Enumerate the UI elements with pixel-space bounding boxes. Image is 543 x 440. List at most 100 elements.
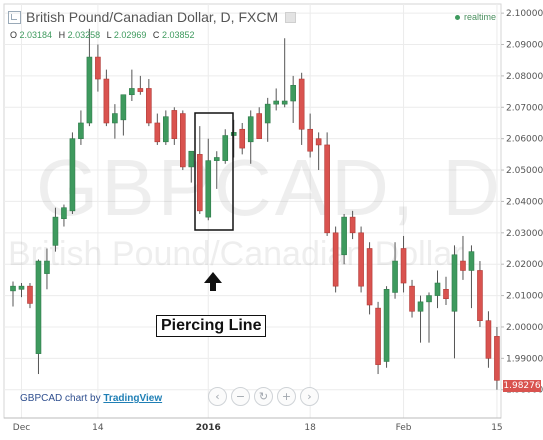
zoom-in-button[interactable]: + xyxy=(277,387,296,406)
x-tick-label: Feb xyxy=(396,423,412,433)
candle-body xyxy=(154,122,161,143)
scroll-right-button[interactable]: › xyxy=(300,387,319,406)
candle xyxy=(341,213,347,265)
candle-body xyxy=(129,88,135,96)
candle-body xyxy=(95,56,101,80)
candle xyxy=(222,129,229,164)
candle-body xyxy=(120,94,127,121)
candle xyxy=(137,75,144,95)
grid xyxy=(3,3,502,419)
candle xyxy=(383,286,390,368)
candle xyxy=(196,126,203,214)
x-tick-label: 15 xyxy=(491,423,502,433)
watermark-symbol: GBPCAD, D xyxy=(36,143,504,232)
candle-body xyxy=(35,260,42,354)
y-tick-label: 2.08000 xyxy=(506,72,543,82)
candle xyxy=(281,38,288,108)
high-label: H xyxy=(58,30,66,40)
symbol-title: British Pound/Canadian Dollar, D, FXCM xyxy=(26,9,279,25)
y-tick-label: 2.04000 xyxy=(506,197,543,207)
candle xyxy=(477,261,483,327)
candle-body xyxy=(281,100,288,105)
candle xyxy=(324,132,330,236)
candle xyxy=(264,97,271,142)
candle-body xyxy=(86,56,93,124)
candle xyxy=(485,311,492,368)
candle-body xyxy=(451,254,458,312)
candle xyxy=(213,151,220,189)
candle-body xyxy=(443,289,449,300)
y-tick-label: 2.03000 xyxy=(506,229,543,239)
candle xyxy=(239,122,246,155)
candle xyxy=(27,283,33,309)
candle xyxy=(332,226,339,293)
candle xyxy=(434,270,441,309)
chart-navigation: ‹ − ↻ + › xyxy=(208,387,319,406)
candle-body xyxy=(358,232,364,287)
candle-body xyxy=(485,320,492,359)
candle-body xyxy=(315,138,322,146)
candle-body xyxy=(400,248,407,284)
settings-icon[interactable] xyxy=(285,11,297,23)
candle-body xyxy=(247,116,254,143)
ohlc-legend: O 2.03184 H 2.03258 L 2.02969 C 2.03852 xyxy=(10,30,198,40)
candle-body xyxy=(61,207,67,219)
candle-body xyxy=(434,282,441,296)
candle xyxy=(443,276,449,305)
realtime-label: realtime xyxy=(464,12,497,22)
y-tick-label: 2.07000 xyxy=(506,103,543,113)
candle xyxy=(392,242,398,299)
candle xyxy=(188,150,195,183)
candle-body xyxy=(468,251,475,271)
close-value: 2.03852 xyxy=(161,30,195,40)
candle xyxy=(78,110,84,145)
candle-body xyxy=(10,285,16,292)
candle-body xyxy=(137,88,144,92)
candle-body xyxy=(307,128,313,152)
realtime-indicator: realtime xyxy=(455,12,496,22)
candle xyxy=(103,69,110,127)
x-tick-label: 18 xyxy=(304,423,316,433)
candle-body xyxy=(78,122,84,139)
x-tick-label: 14 xyxy=(92,423,104,433)
candle xyxy=(409,279,415,318)
candle xyxy=(69,132,76,214)
candle-body xyxy=(324,144,330,234)
candle-body xyxy=(375,307,381,365)
candle xyxy=(120,94,127,136)
scroll-left-button[interactable]: ‹ xyxy=(208,387,227,406)
candle-body xyxy=(383,289,390,362)
candle xyxy=(315,132,322,171)
chart-title: British Pound/Canadian Dollar, D, FXCM xyxy=(8,9,297,25)
y-tick-label: 2.02000 xyxy=(506,260,543,270)
candle-body xyxy=(341,216,347,256)
candle-body xyxy=(69,138,76,212)
x-tick-label: Dec xyxy=(13,423,30,433)
candle xyxy=(52,207,59,252)
time-axis[interactable]: Dec 14 2016 18 Feb 15 xyxy=(4,417,503,433)
pattern-highlight-box xyxy=(194,112,234,231)
candle-body xyxy=(239,128,246,149)
candle xyxy=(86,28,93,127)
candle-body xyxy=(290,85,296,102)
zoom-out-button[interactable]: − xyxy=(231,387,250,406)
realtime-dot-icon xyxy=(455,14,460,20)
candle xyxy=(426,292,432,343)
y-tick-label: 2.06000 xyxy=(506,135,543,145)
candle xyxy=(400,235,407,293)
candle xyxy=(375,301,381,375)
candle xyxy=(307,113,313,158)
candle-body xyxy=(366,248,373,306)
candle-body xyxy=(146,88,152,124)
candle xyxy=(451,245,458,359)
candle xyxy=(129,69,135,102)
tradingview-link[interactable]: TradingView xyxy=(103,393,163,404)
candle-body xyxy=(171,110,178,139)
reset-button[interactable]: ↻ xyxy=(254,387,273,406)
candle-body xyxy=(44,260,50,274)
expand-icon[interactable] xyxy=(8,10,21,24)
candle-body xyxy=(426,295,432,303)
candle-body xyxy=(273,100,279,105)
